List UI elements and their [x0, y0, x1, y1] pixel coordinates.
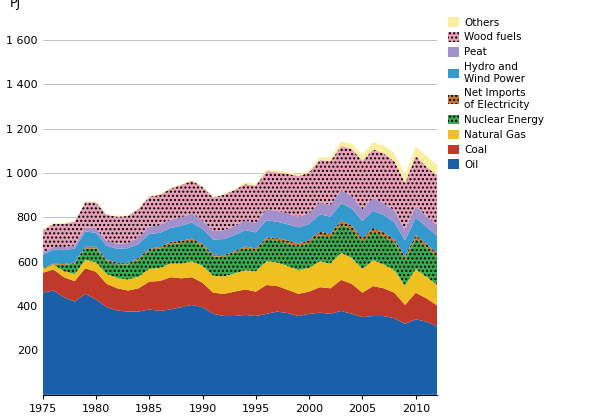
Legend: Others, Wood fuels, Peat, Hydro and
Wind Power, Net Imports
of Electricity, Nucl: Others, Wood fuels, Peat, Hydro and Wind… — [446, 15, 546, 172]
Y-axis label: PJ: PJ — [10, 0, 21, 10]
